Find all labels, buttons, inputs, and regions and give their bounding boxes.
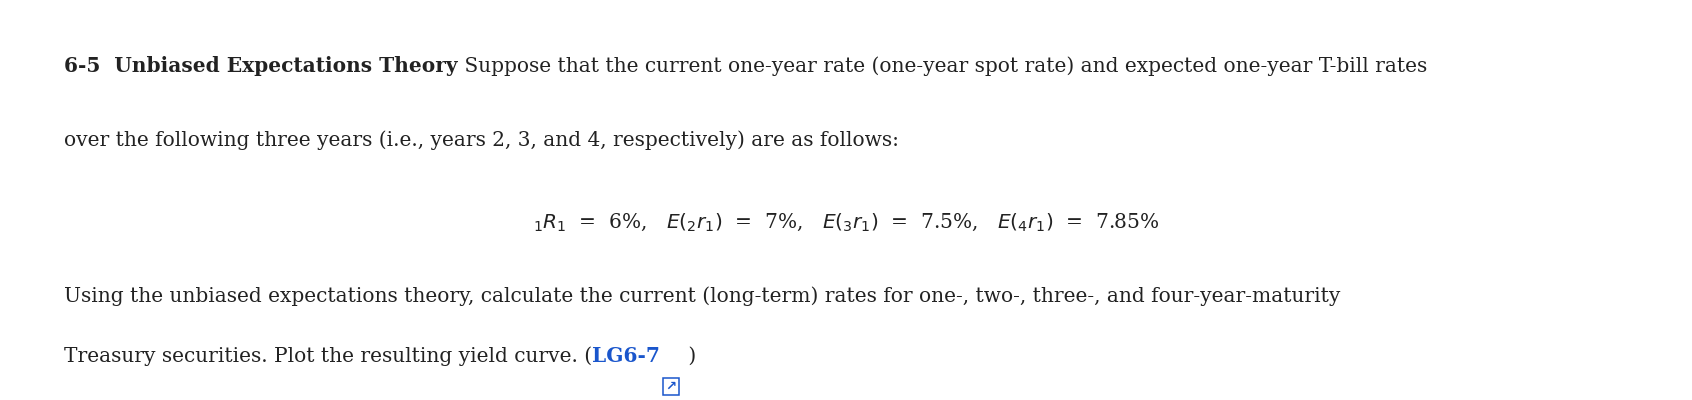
Text: ): ) bbox=[682, 347, 695, 366]
Text: LG6-7: LG6-7 bbox=[592, 346, 660, 366]
Text: ↗: ↗ bbox=[665, 380, 677, 393]
Text: Using the unbiased expectations theory, calculate the current (long-term) rates : Using the unbiased expectations theory, … bbox=[64, 286, 1340, 306]
Text: Treasury securities. Plot the resulting yield curve. (: Treasury securities. Plot the resulting … bbox=[64, 346, 592, 366]
Text: over the following three years (i.e., years 2, 3, and 4, respectively) are as fo: over the following three years (i.e., ye… bbox=[64, 130, 898, 150]
Text: Suppose that the current one-year rate (one-year spot rate) and expected one-yea: Suppose that the current one-year rate (… bbox=[459, 56, 1426, 76]
Text: 6-5  Unbiased Expectations Theory: 6-5 Unbiased Expectations Theory bbox=[64, 56, 459, 76]
Text: $_1R_1$  =  6%,   $E(_2r_1)$  =  7%,   $E(_3r_1)$  =  7.5%,   $E(_4r_1)$  =  7.8: $_1R_1$ = 6%, $E(_2r_1)$ = 7%, $E(_3r_1)… bbox=[533, 212, 1159, 233]
